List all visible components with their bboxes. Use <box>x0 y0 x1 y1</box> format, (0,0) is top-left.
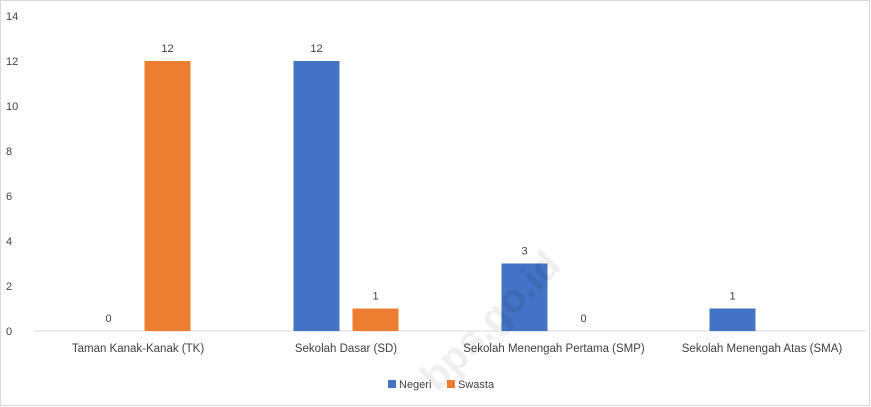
bar-negeri <box>293 61 340 331</box>
y-tick-label: 10 <box>6 101 18 113</box>
legend: Negeri Swasta <box>388 379 495 391</box>
bars <box>144 61 756 331</box>
y-tick-label: 8 <box>6 146 12 158</box>
data-label: 0 <box>580 313 586 325</box>
data-label: 12 <box>161 43 173 55</box>
category-labels: Taman Kanak-Kanak (TK) Sekolah Dasar (SD)… <box>72 343 843 355</box>
legend-label: Swasta <box>458 379 495 391</box>
y-tick-label: 6 <box>6 191 12 203</box>
category-label: Sekolah Dasar (SD) <box>295 343 397 355</box>
y-tick-label: 14 <box>6 11 18 23</box>
bar-negeri <box>501 263 548 331</box>
bar-swasta <box>144 61 191 331</box>
bar-swasta <box>352 308 399 331</box>
data-label: 1 <box>372 291 378 303</box>
data-label: 3 <box>521 246 527 258</box>
category-label: Taman Kanak-Kanak (TK) <box>72 343 204 355</box>
bar-negeri <box>709 308 756 331</box>
y-axis: 0 2 4 6 8 10 12 14 <box>6 11 18 338</box>
data-label: 0 <box>105 313 111 325</box>
y-tick-label: 0 <box>6 326 12 338</box>
category-label: Sekolah Menengah Atas (SMA) <box>682 343 843 355</box>
data-label: 1 <box>729 291 735 303</box>
legend-swatch-negeri <box>388 380 396 388</box>
data-label: 12 <box>310 43 322 55</box>
data-labels: 0 12 12 1 3 0 1 <box>105 43 735 325</box>
legend-swatch-swasta <box>447 380 455 388</box>
y-tick-label: 2 <box>6 281 12 293</box>
y-tick-label: 4 <box>6 236 12 248</box>
y-tick-label: 12 <box>6 56 18 68</box>
legend-label: Negeri <box>399 379 431 391</box>
category-label: Sekolah Menengah Pertama (SMP) <box>463 343 645 355</box>
